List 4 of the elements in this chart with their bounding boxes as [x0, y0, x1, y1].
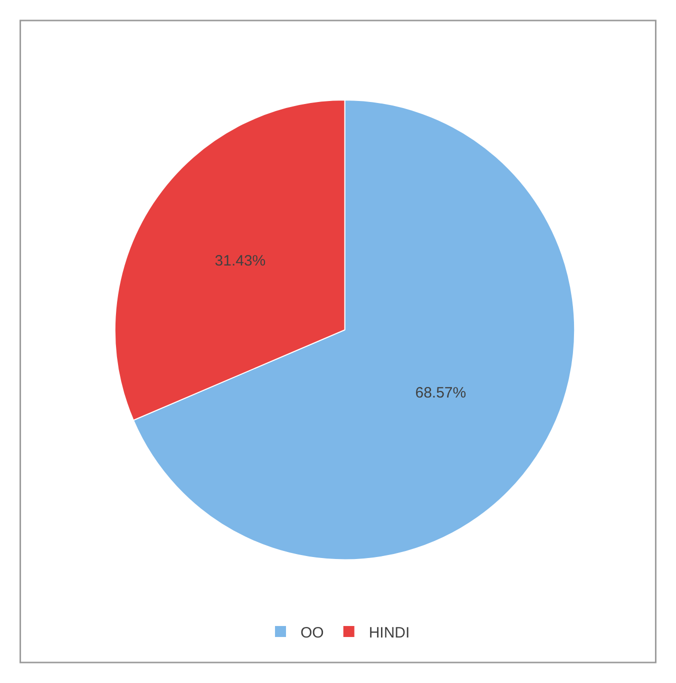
data-label: 31.43% — [214, 252, 266, 270]
legend-label: HINDI — [368, 624, 410, 642]
data-label: 68.57% — [415, 384, 466, 402]
legend-label: OO — [300, 624, 324, 642]
